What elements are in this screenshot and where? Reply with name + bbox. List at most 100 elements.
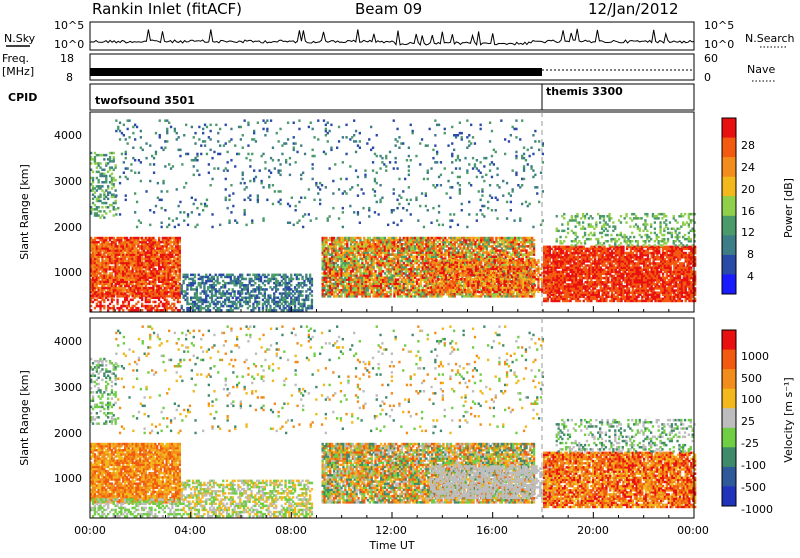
heatmap-cell — [154, 301, 156, 304]
heatmap-cell — [116, 299, 118, 302]
heatmap-cell — [258, 307, 260, 310]
heatmap-cell — [101, 292, 103, 295]
heatmap-cell — [179, 237, 181, 240]
heatmap-cell — [179, 245, 181, 248]
heatmap-cell — [267, 274, 269, 277]
heatmap-cell — [258, 301, 260, 304]
heatmap-cell — [305, 274, 307, 277]
heatmap-cell — [218, 282, 220, 285]
heatmap-cell — [103, 305, 105, 308]
heatmap-cell — [107, 299, 109, 302]
heatmap-cell — [249, 274, 251, 277]
heatmap-cell — [275, 309, 277, 312]
power-heatmap-cells — [90, 119, 696, 311]
heatmap-cell — [186, 274, 188, 277]
noise-panel: 10^5 10^0 10^5 10^0 — [54, 19, 734, 51]
beam-title: Beam 09 — [355, 0, 422, 18]
heatmap-cell — [173, 303, 175, 306]
heatmap-cell — [290, 274, 292, 277]
heatmap-cell — [264, 284, 266, 287]
heatmap-cell — [254, 282, 256, 285]
heatmap-cell — [150, 292, 152, 295]
heatmap-cell — [154, 292, 156, 295]
heatmap-cell — [311, 294, 313, 297]
nave-label: Nave — [747, 63, 775, 76]
heatmap-cell — [181, 305, 183, 308]
heatmap-cell — [137, 307, 139, 310]
heatmap-cell — [113, 294, 115, 297]
heatmap-cell — [234, 290, 236, 293]
heatmap-cell — [309, 274, 311, 277]
heatmap-cell — [158, 237, 160, 240]
frequency-panel: 18 8 60 0 — [60, 52, 718, 84]
heatmap-cell — [141, 309, 143, 312]
heatmap-cell — [137, 301, 139, 304]
heatmap-cell — [374, 270, 376, 273]
heatmap-cell — [311, 299, 313, 302]
heatmap-cell — [245, 278, 247, 281]
power-panel: Slant Range [km] 1000 2000 3000 4000 Pow… — [18, 112, 795, 312]
heatmap-cell — [359, 237, 361, 240]
heatmap-cell — [166, 292, 168, 295]
heatmap-cell — [194, 274, 196, 277]
heatmap-cell — [179, 301, 181, 304]
heatmap-cell — [220, 309, 222, 312]
heatmap-cell — [305, 284, 307, 287]
noise-panel-frame — [90, 22, 694, 50]
heatmap-cell — [301, 290, 303, 293]
heatmap-cell — [311, 290, 313, 293]
heatmap-cell — [209, 309, 211, 312]
freq-panel-frame — [90, 54, 694, 80]
heatmap-cell — [298, 278, 300, 281]
freq-label-line1: Freq. — [2, 52, 29, 65]
noise-right-tick-bottom: 10^0 — [704, 38, 734, 51]
heatmap-cell — [266, 288, 268, 291]
heatmap-cell — [105, 292, 107, 295]
noise-right-tick-top: 10^5 — [704, 19, 734, 32]
nave-right-tick-bottom: 0 — [704, 71, 711, 84]
noise-left-tick-bottom: 10^0 — [54, 38, 84, 51]
heatmap-cell — [113, 299, 115, 302]
heatmap-cell — [186, 292, 188, 295]
heatmap-cell — [277, 288, 279, 291]
heatmap-cell — [301, 276, 303, 279]
cpid-panel: twofsound 3501 themis 3300 — [90, 84, 694, 110]
heatmap-cell — [258, 297, 260, 300]
noise-left-tick-top: 10^5 — [54, 19, 84, 32]
heatmap-cell — [241, 305, 243, 308]
heatmap-cell — [269, 294, 271, 297]
heatmap-cell — [301, 294, 303, 297]
heatmap-cell — [128, 294, 130, 297]
nsearch-label: N.Search — [745, 32, 795, 45]
heatmap-cell — [158, 292, 160, 295]
station-title: Rankin Inlet (fitACF) — [92, 0, 242, 18]
cpid-segment-twofsound: twofsound 3501 — [95, 94, 195, 107]
nsky-series-line — [90, 29, 694, 45]
heatmap-cell — [491, 237, 493, 240]
heatmap-cell — [167, 301, 169, 304]
date-title: 12/Jan/2012 — [588, 0, 679, 18]
heatmap-cell — [183, 309, 185, 312]
heatmap-cell — [132, 292, 134, 295]
heatmap-cell — [186, 297, 188, 300]
freq-left-tick-top: 18 — [60, 52, 74, 65]
heatmap-cell — [311, 278, 313, 281]
freq-series-band — [90, 68, 542, 76]
freq-label-line2: [MHz] — [2, 65, 34, 78]
heatmap-cell — [194, 280, 196, 283]
cpid-label: CPID — [8, 91, 37, 104]
heatmap-cell — [122, 309, 124, 312]
heatmap-cell — [113, 305, 115, 308]
heatmap-cell — [241, 274, 243, 277]
freq-left-tick-bottom: 8 — [66, 71, 73, 84]
heatmap-cell — [290, 284, 292, 287]
cpid-segment-themis: themis 3300 — [546, 85, 623, 98]
heatmap-cell — [120, 292, 122, 295]
nsky-label: N.Sky — [4, 32, 36, 45]
heatmap-cell — [228, 288, 230, 291]
heatmap-cell — [249, 305, 251, 308]
heatmap-cell — [269, 305, 271, 308]
heatmap-cell — [292, 278, 294, 281]
